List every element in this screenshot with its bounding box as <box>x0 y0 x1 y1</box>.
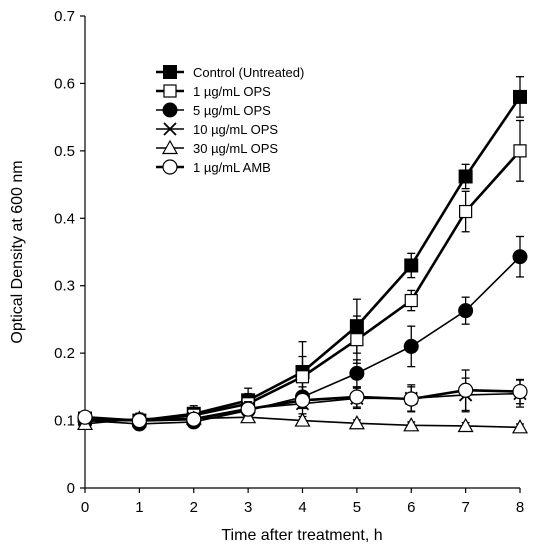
x-axis-title: Time after treatment, h <box>221 527 382 544</box>
legend-item-5: 1 µg/mL AMB <box>156 159 271 175</box>
x-tick-label: 3 <box>244 499 252 516</box>
legend-label: Control (Untreated) <box>193 65 304 80</box>
data-point <box>403 391 419 407</box>
y-tick-label: 0.1 <box>54 413 75 430</box>
data-point <box>403 338 419 354</box>
series-layer <box>76 76 529 434</box>
data-point <box>294 392 311 408</box>
legend-marker <box>163 65 177 79</box>
legend-label: 5 µg/mL OPS <box>193 103 271 118</box>
data-point <box>512 249 528 265</box>
data-point <box>513 89 527 104</box>
legend-marker <box>161 139 179 155</box>
y-tick-label: 0.4 <box>54 210 75 227</box>
data-point <box>458 169 473 184</box>
data-point <box>511 419 529 434</box>
axis-ticks: 0 1 2 3 4 5 6 7 8 0 0.1 0.2 0.3 0.4 0.5 0.6 0.7 <box>54 8 524 516</box>
data-point <box>459 204 473 219</box>
y-axis-title: Optical Density at 600 nm <box>9 160 26 343</box>
data-point <box>240 401 256 417</box>
data-point <box>513 144 527 158</box>
x-tick-label: 4 <box>298 499 306 516</box>
data-point <box>458 382 474 398</box>
x-tick-label: 1 <box>135 499 143 516</box>
legend-item-2: 5 µg/mL OPS <box>156 102 271 118</box>
x-tick-label: 0 <box>81 499 89 516</box>
legend-item-4: 30 µg/mL OPS <box>156 139 278 156</box>
y-tick-label: 0.7 <box>54 8 75 25</box>
legend-label: 30 µg/mL OPS <box>193 141 278 156</box>
legend-marker <box>162 102 178 118</box>
x-tick-label: 5 <box>353 499 361 516</box>
legend: Control (Untreated) 1 µg/mL OPS 5 µg/mL OP… <box>156 65 304 175</box>
data-point <box>131 412 147 429</box>
y-tick-label: 0.3 <box>54 278 75 295</box>
data-point <box>349 389 365 405</box>
x-tick-label: 7 <box>461 499 469 516</box>
legend-label: 1 µg/mL AMB <box>193 160 271 175</box>
legend-marker <box>163 84 177 98</box>
data-point <box>348 415 365 430</box>
legend-item-0: Control (Untreated) <box>156 65 304 80</box>
y-tick-label: 0.2 <box>54 345 75 362</box>
x-tick-label: 8 <box>516 499 524 516</box>
y-tick-label: 0.6 <box>54 75 75 92</box>
x-tick-label: 6 <box>407 499 415 516</box>
y-tick-label: 0 <box>67 480 75 497</box>
legend-marker <box>162 159 178 175</box>
data-point <box>295 370 310 384</box>
data-point <box>458 303 474 319</box>
data-point <box>294 412 311 427</box>
legend-label: 1 µg/mL OPS <box>193 84 271 99</box>
legend-item-3: 10 µg/mL OPS <box>156 122 278 137</box>
data-point <box>404 258 419 273</box>
data-point <box>404 293 418 308</box>
data-point <box>350 333 364 347</box>
legend-item-1: 1 µg/mL OPS <box>156 84 271 99</box>
legend-label: 10 µg/mL OPS <box>193 122 278 137</box>
data-point <box>457 417 474 433</box>
y-tick-label: 0.5 <box>54 143 75 160</box>
series-1 <box>78 119 527 428</box>
legend-marker <box>163 122 177 136</box>
x-tick-label: 2 <box>190 499 198 516</box>
series-5 <box>77 369 528 429</box>
data-point <box>77 409 93 425</box>
data-point <box>512 383 528 400</box>
data-point <box>186 411 202 427</box>
data-point <box>403 417 420 432</box>
data-point <box>349 365 365 381</box>
